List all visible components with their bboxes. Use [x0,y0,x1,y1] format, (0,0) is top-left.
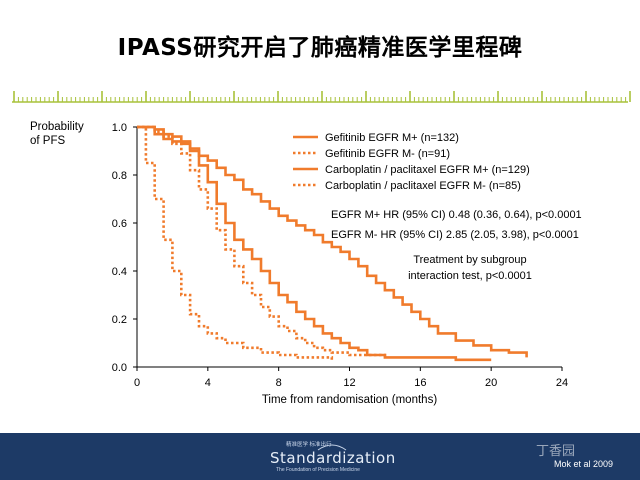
y-tick-label: 0.4 [112,266,127,278]
series-line-3 [137,125,492,362]
y-tick-label: 0.2 [112,314,127,326]
annotation-text: EGFR M- HR (95% CI) 2.85 (2.05, 3.98), p… [331,229,579,241]
logo-wordmark: Standardization [270,449,396,467]
slide-title: IPASS研究开启了肺癌精准医学里程碑 [117,35,523,61]
x-tick-label: 12 [343,377,355,389]
citation: Mok et al 2009 [554,459,614,469]
x-tick-label: 8 [276,377,282,389]
annotation-text: interaction test, p<0.0001 [408,270,532,282]
y-tick-label: 0.8 [112,170,127,182]
y-tick-label: 0.6 [112,218,127,230]
y-axis-label: Probability of PFS [30,121,84,147]
footer-bar [0,433,640,480]
annotation-text: EGFR M+ HR (95% CI) 0.48 (0.36, 0.64), p… [331,209,582,221]
x-tick-label: 24 [556,377,568,389]
legend-label: Gefitinib EGFR M+ (n=132) [325,132,459,144]
x-axis-label: Time from randomisation (months) [262,394,437,406]
x-tick-label: 0 [134,377,140,389]
y-tick-label: 1.0 [112,122,127,134]
legend-label: Carboplatin / paclitaxel EGFR M+ (n=129) [325,164,530,176]
standardization-logo [317,444,347,451]
x-tick-label: 4 [205,377,211,389]
legend-label: Carboplatin / paclitaxel EGFR M- (n=85) [325,180,521,192]
series-line-1 [137,125,528,358]
logo-subtitle-top: 精准医学 标准出行 [286,442,332,448]
legend-label: Gefitinib EGFR M- (n=91) [325,148,450,160]
dxy-watermark: 丁香园 [536,444,576,459]
decorative-ruler [12,91,631,103]
x-tick-label: 20 [485,377,497,389]
series-line-4 [137,125,387,358]
x-tick-label: 16 [414,377,426,389]
pfs-chart: 0.0 0.2 0.4 0.6 0.8 1.0 0 4 8 12 16 20 24 Time from r… [112,122,582,406]
logo-subtitle-bottom: The Foundation of Precision Medicine [276,467,360,473]
series-line-2 [137,125,334,360]
annotation-text: Treatment by subgroup [413,254,526,266]
y-tick-label: 0.0 [112,362,127,374]
